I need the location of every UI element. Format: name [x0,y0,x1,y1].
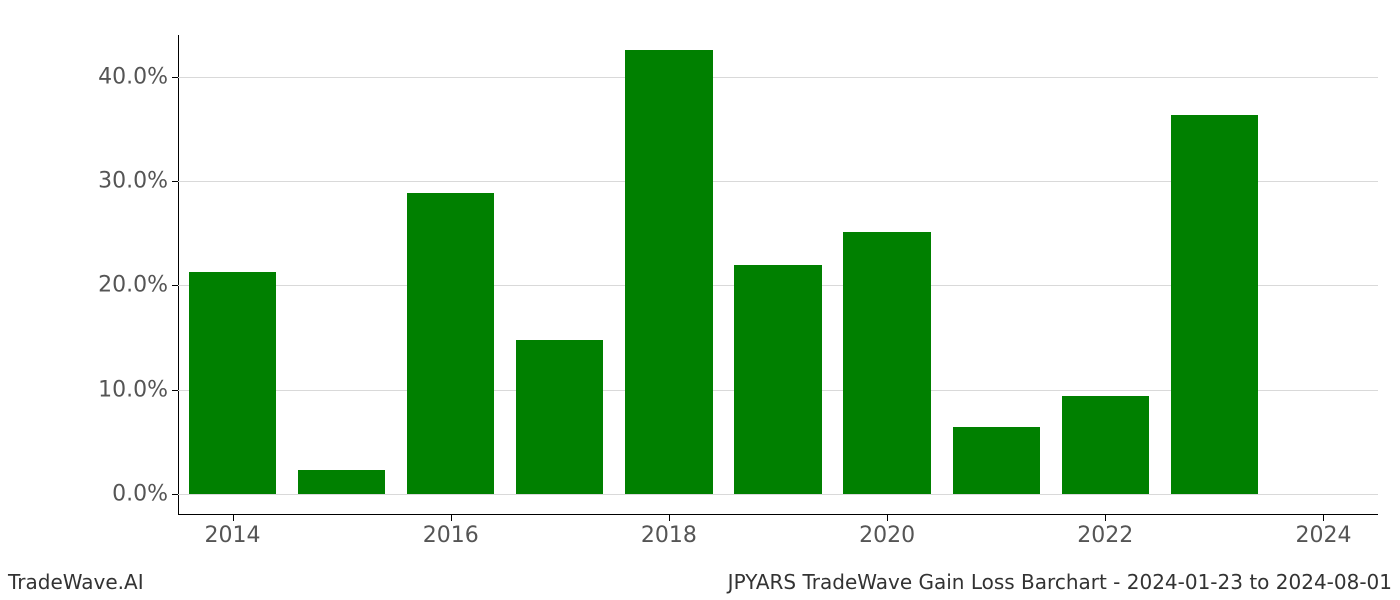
xtick-label: 2024 [1295,515,1351,548]
ytick-label: 20.0% [98,273,178,298]
bar [516,340,603,494]
x-axis-spine [178,514,1378,515]
plot-area: 0.0%10.0%20.0%30.0%40.0%2014201620182020… [178,35,1378,515]
xtick-label: 2014 [205,515,261,548]
y-axis-spine [178,35,179,515]
xtick-label: 2022 [1077,515,1133,548]
xtick-label: 2020 [859,515,915,548]
ytick-label: 30.0% [98,169,178,194]
gridline [178,77,1378,78]
bar [298,470,385,494]
bar [953,427,1040,494]
bar [843,232,930,494]
ytick-label: 0.0% [112,482,178,507]
footer-left-text: TradeWave.AI [8,570,144,594]
bar [1171,115,1258,494]
ytick-label: 10.0% [98,377,178,402]
bar [625,50,712,495]
bar [734,265,821,495]
chart-container: 0.0% 10.0% 20.0% 30.0% 40.0% 2014 2016 2018 2020… [0,0,1400,600]
bar [1062,396,1149,494]
ytick-label: 40.0% [98,64,178,89]
xtick-label: 2016 [423,515,479,548]
xtick-label: 2018 [641,515,697,548]
footer-right-text: JPYARS TradeWave Gain Loss Barchart - 20… [728,570,1392,594]
bar [407,193,494,495]
gridline [178,494,1378,495]
bar [189,272,276,494]
